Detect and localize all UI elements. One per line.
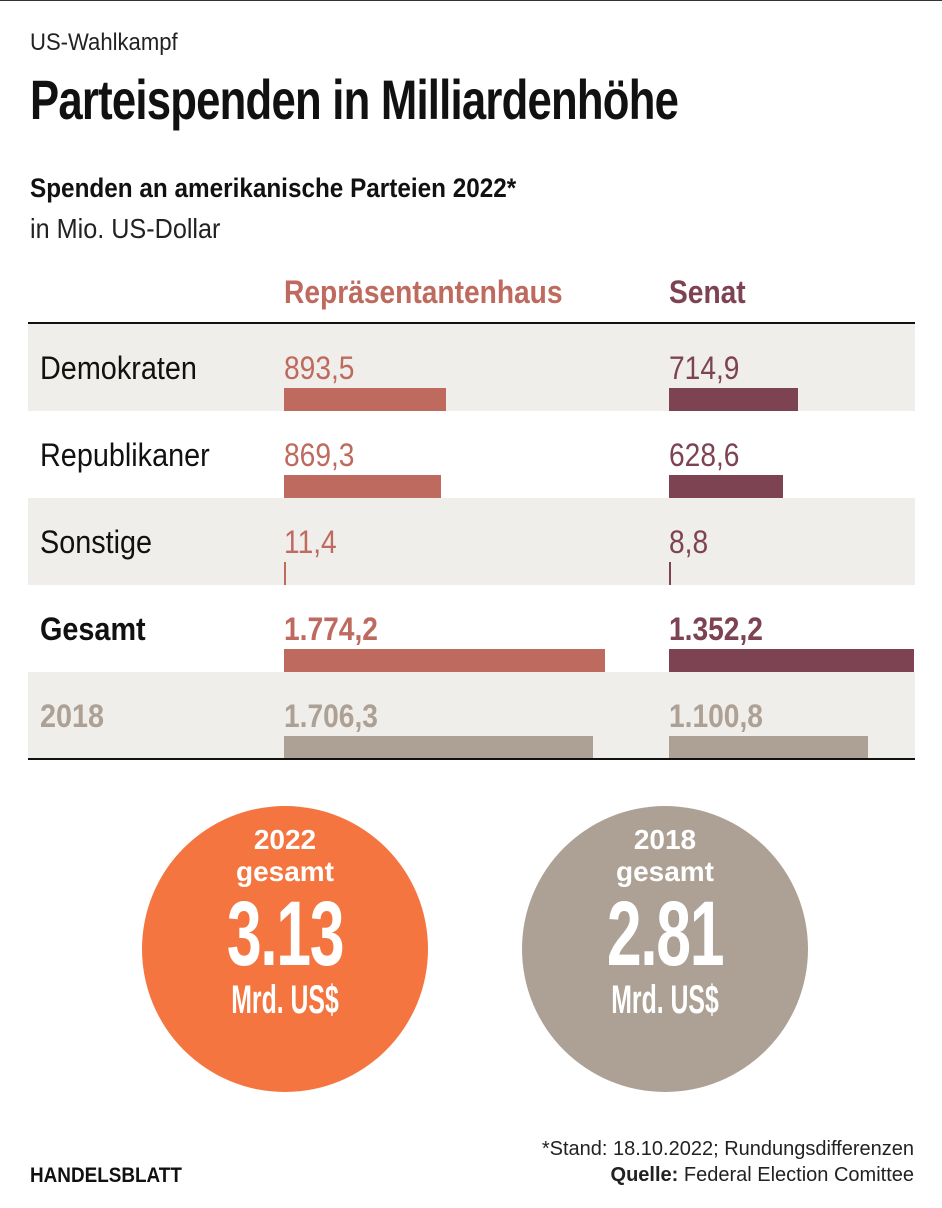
- bar-house: [284, 475, 442, 498]
- bar-senate: [669, 562, 671, 585]
- data-label: 893,5: [284, 350, 355, 386]
- circle-2022-total: 2022 gesamt 3.13 Mrd. US$: [142, 806, 428, 1092]
- brand-logo: HANDELSBLATT: [30, 1164, 182, 1187]
- table-row: 2018 1.706,3 1.100,8: [28, 672, 915, 759]
- column-header-house: Repräsentantenhaus: [284, 274, 563, 310]
- page-title: Parteispenden in Milliardenhöhe: [30, 68, 679, 131]
- table-bottom-rule: [28, 758, 915, 760]
- bar-senate: [669, 388, 799, 411]
- chart-subtitle: Spenden an amerikanische Parteien 2022*: [30, 173, 517, 203]
- data-label: 1.100,8: [669, 698, 763, 734]
- data-label: 1.706,3: [284, 698, 378, 734]
- circle-unit: Mrd. US$: [231, 978, 339, 1022]
- table-row: Gesamt 1.774,2 1.352,2: [28, 585, 915, 672]
- row-label: 2018: [40, 698, 105, 734]
- data-label: 8,8: [669, 524, 709, 560]
- circle-year: 2022: [253, 824, 317, 855]
- circle-unit: Mrd. US$: [611, 978, 719, 1022]
- data-label: 869,3: [284, 437, 355, 473]
- data-label: 1.774,2: [284, 611, 378, 647]
- table-row: Sonstige 11,4 8,8: [28, 498, 915, 585]
- bar-senate: [669, 736, 869, 759]
- source-text: Federal Election Comittee: [683, 1164, 914, 1186]
- circle-year: 2018: [633, 824, 697, 855]
- bar-senate: [669, 475, 783, 498]
- table-row: Demokraten 893,5 714,9: [28, 324, 915, 411]
- table-row: Republikaner 869,3 628,6: [28, 411, 915, 498]
- source: Quelle: Federal Election Comittee: [611, 1164, 914, 1187]
- row-label: Gesamt: [40, 611, 146, 647]
- row-label: Demokraten: [40, 350, 197, 386]
- bar-house: [284, 388, 446, 411]
- bar-house: [284, 736, 593, 759]
- table-top-rule: [28, 322, 915, 324]
- circle-value: 2.81: [606, 883, 725, 985]
- circle-value: 3.13: [226, 883, 345, 985]
- row-label: Republikaner: [40, 437, 210, 473]
- circle-label: gesamt: [235, 856, 335, 887]
- circle-label: gesamt: [615, 856, 715, 887]
- bar-senate: [669, 649, 914, 672]
- circle-2018-total: 2018 gesamt 2.81 Mrd. US$: [522, 806, 808, 1092]
- column-header-senate: Senat: [669, 274, 746, 310]
- source-label: Quelle:: [610, 1164, 679, 1186]
- data-label: 1.352,2: [669, 611, 763, 647]
- unit-label: in Mio. US-Dollar: [30, 213, 221, 244]
- data-label: 714,9: [669, 350, 740, 386]
- row-label: Sonstige: [40, 524, 153, 560]
- footnote: *Stand: 18.10.2022; Rundungsdifferenzen: [541, 1138, 914, 1160]
- data-label: 11,4: [284, 524, 337, 560]
- bar-house: [284, 649, 605, 672]
- data-label: 628,6: [669, 437, 740, 473]
- kicker: US-Wahlkampf: [30, 29, 178, 56]
- bar-house: [284, 562, 287, 585]
